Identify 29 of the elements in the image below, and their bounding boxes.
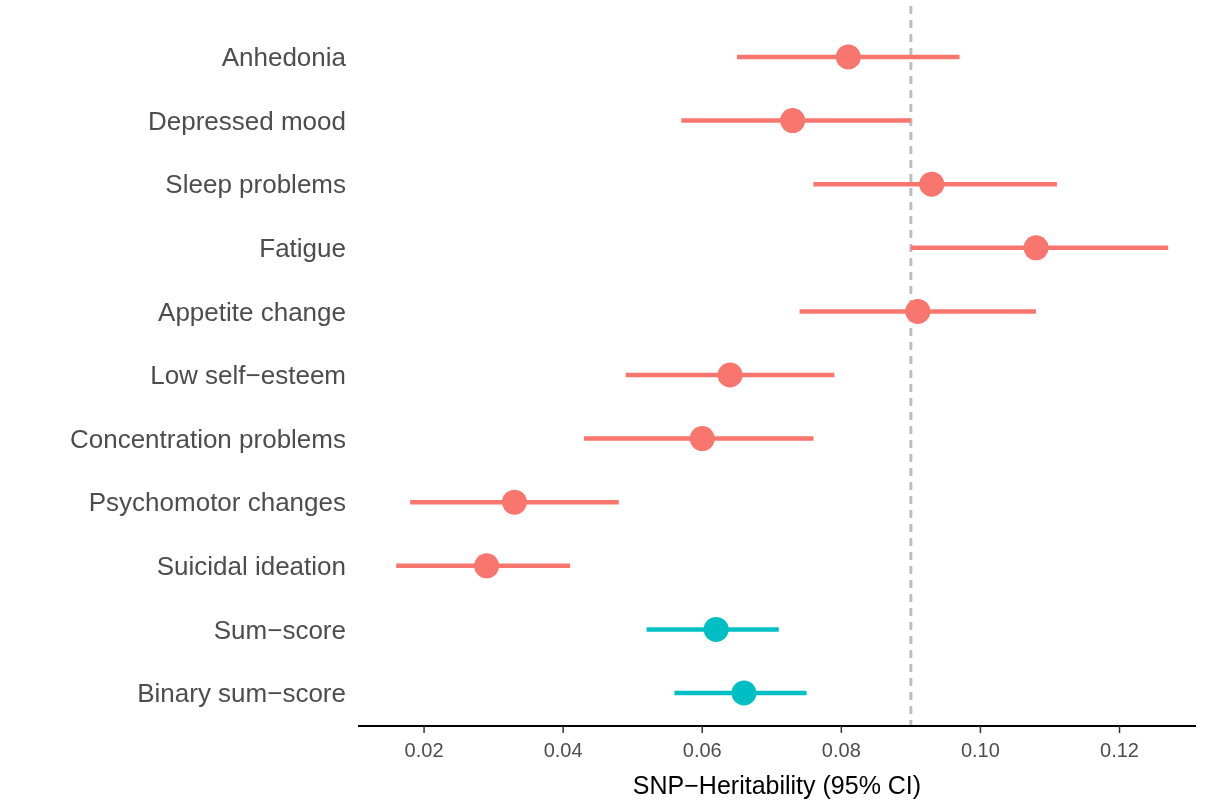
point <box>780 108 806 134</box>
point <box>717 362 743 388</box>
y-tick-label: Appetite change <box>158 296 346 327</box>
point <box>835 44 861 70</box>
y-tick-label: Depressed mood <box>148 105 346 136</box>
x-tick-label: 0.04 <box>543 739 583 761</box>
y-tick-label: Low self−esteem <box>150 360 346 391</box>
y-tick-label: Sum−score <box>213 614 346 645</box>
point <box>919 171 945 197</box>
x-tick-label: 0.02 <box>404 739 444 761</box>
y-tick-label: Sleep problems <box>165 169 346 200</box>
y-tick-label: Anhedonia <box>221 42 347 73</box>
point <box>501 489 527 515</box>
y-tick-label: Fatigue <box>259 232 346 263</box>
x-tick-label: 0.06 <box>682 739 722 761</box>
x-tick-label: 0.08 <box>821 739 861 761</box>
y-tick-label: Psychomotor changes <box>88 487 346 518</box>
point <box>689 426 715 452</box>
point <box>703 616 729 642</box>
point <box>731 680 757 706</box>
point <box>905 298 931 324</box>
y-tick-label: Concentration problems <box>69 423 346 454</box>
x-tick-label: 0.10 <box>960 739 1000 761</box>
x-axis-title: SNP−Heritability (95% CI) <box>632 771 922 799</box>
point <box>1023 235 1049 261</box>
x-tick-label: 0.12 <box>1100 739 1139 761</box>
y-tick-label: Binary sum−score <box>137 678 346 709</box>
point <box>474 553 500 579</box>
y-tick-label: Suicidal ideation <box>156 550 346 581</box>
